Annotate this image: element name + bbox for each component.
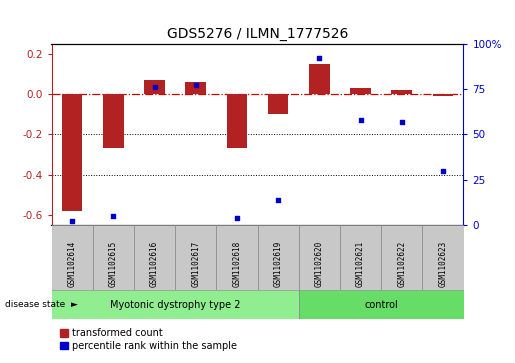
Bar bbox=[381, 225, 422, 290]
Bar bbox=[258, 225, 299, 290]
Bar bbox=[62, 94, 82, 211]
Bar bbox=[340, 225, 381, 290]
Legend: transformed count, percentile rank within the sample: transformed count, percentile rank withi… bbox=[56, 324, 241, 355]
Text: GSM1102623: GSM1102623 bbox=[438, 241, 448, 287]
Title: GDS5276 / ILMN_1777526: GDS5276 / ILMN_1777526 bbox=[167, 27, 348, 41]
Text: disease state  ►: disease state ► bbox=[5, 301, 78, 309]
Bar bbox=[227, 94, 247, 148]
Text: GSM1102620: GSM1102620 bbox=[315, 241, 324, 287]
Point bbox=[68, 219, 76, 224]
Bar bbox=[175, 225, 216, 290]
Bar bbox=[422, 225, 464, 290]
Bar bbox=[52, 290, 299, 319]
Bar bbox=[144, 80, 165, 94]
Bar bbox=[433, 94, 453, 96]
Text: GSM1102615: GSM1102615 bbox=[109, 241, 118, 287]
Point bbox=[109, 213, 117, 219]
Bar bbox=[185, 82, 206, 94]
Text: GSM1102616: GSM1102616 bbox=[150, 241, 159, 287]
Text: GSM1102617: GSM1102617 bbox=[191, 241, 200, 287]
Text: GSM1102618: GSM1102618 bbox=[232, 241, 242, 287]
Point bbox=[439, 168, 447, 174]
Bar bbox=[52, 225, 93, 290]
Text: GSM1102614: GSM1102614 bbox=[67, 241, 77, 287]
Text: GSM1102622: GSM1102622 bbox=[397, 241, 406, 287]
Bar bbox=[309, 64, 330, 94]
Point bbox=[274, 197, 282, 203]
Text: Myotonic dystrophy type 2: Myotonic dystrophy type 2 bbox=[110, 300, 241, 310]
Text: GSM1102619: GSM1102619 bbox=[273, 241, 283, 287]
Text: GSM1102621: GSM1102621 bbox=[356, 241, 365, 287]
Bar bbox=[299, 290, 464, 319]
Point bbox=[398, 119, 406, 125]
Point bbox=[233, 215, 241, 221]
Bar bbox=[103, 94, 124, 148]
Bar bbox=[216, 225, 258, 290]
Bar bbox=[268, 94, 288, 114]
Point bbox=[356, 117, 365, 123]
Bar bbox=[299, 225, 340, 290]
Point bbox=[150, 84, 159, 90]
Bar bbox=[134, 225, 175, 290]
Text: control: control bbox=[364, 300, 398, 310]
Bar bbox=[93, 225, 134, 290]
Bar bbox=[391, 90, 412, 94]
Point bbox=[315, 55, 323, 61]
Point bbox=[192, 82, 200, 88]
Bar bbox=[350, 88, 371, 94]
